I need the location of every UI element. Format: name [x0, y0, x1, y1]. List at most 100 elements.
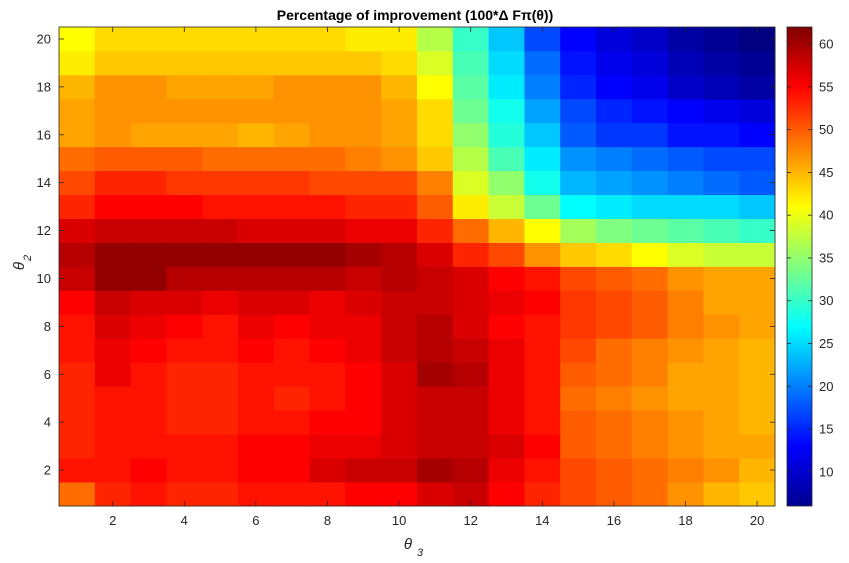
heatmap-cell [739, 410, 776, 435]
heatmap-cell [130, 458, 167, 483]
heatmap-cell [596, 74, 633, 100]
heatmap-cell [130, 290, 167, 315]
colorbar-tick-label: 55 [819, 79, 833, 94]
heatmap-cell [273, 362, 310, 387]
heatmap-cell [345, 74, 382, 100]
heatmap-cell [94, 458, 131, 483]
heatmap-cell [130, 98, 167, 124]
heatmap-cell [166, 362, 203, 387]
heatmap-cell [739, 458, 776, 483]
heatmap-cell [381, 458, 418, 483]
heatmap-cell [273, 290, 310, 315]
heatmap-cell [631, 50, 668, 76]
heatmap-cell [202, 482, 239, 507]
heatmap-cell [94, 218, 131, 243]
heatmap-cell [524, 74, 561, 100]
heatmap-cell [560, 218, 597, 243]
heatmap-cell [524, 290, 561, 315]
heatmap-cell [309, 338, 346, 363]
heatmap-cell [703, 410, 740, 435]
heatmap-cell [417, 27, 454, 52]
heatmap-cell [560, 434, 597, 459]
heatmap-cell [596, 290, 633, 315]
heatmap-cell [631, 386, 668, 411]
heatmap-cell [703, 218, 740, 243]
heatmap-cell [739, 122, 776, 148]
heatmap-cell [202, 170, 239, 196]
heatmap-cell [488, 482, 525, 507]
heatmap-cell [94, 410, 131, 435]
heatmap-cell [667, 122, 704, 148]
heatmap-cell [739, 314, 776, 339]
heatmap-cell [59, 458, 96, 483]
heatmap-cell [238, 194, 275, 219]
x-tick-label: 16 [607, 513, 621, 528]
heatmap-cell [166, 434, 203, 459]
x-tick-label: 4 [181, 513, 188, 528]
heatmap-cell [524, 146, 561, 172]
heatmap-cell [452, 98, 489, 124]
heatmap-cell [59, 218, 96, 243]
heatmap-cell [309, 122, 346, 148]
heatmap-cell [596, 458, 633, 483]
x-tick-label: 12 [463, 513, 477, 528]
heatmap-cell [309, 266, 346, 291]
heatmap-cell [667, 146, 704, 172]
heatmap-cell [130, 314, 167, 339]
heatmap-cell [166, 386, 203, 411]
heatmap-cell [560, 482, 597, 507]
heatmap-cell [560, 74, 597, 100]
heatmap-cell [345, 482, 382, 507]
y-tick-label: 18 [37, 79, 51, 94]
heatmap-cell [417, 146, 454, 172]
heatmap-cell [596, 50, 633, 76]
heatmap-cell [59, 27, 96, 52]
heatmap-cell [452, 218, 489, 243]
heatmap-cell [488, 50, 525, 76]
heatmap-cell [166, 146, 203, 172]
heatmap-cell [560, 242, 597, 267]
heatmap-cell [381, 242, 418, 267]
heatmap-cell [524, 170, 561, 196]
heatmap-cell [596, 170, 633, 196]
heatmap-cell [59, 122, 96, 148]
heatmap-cell [488, 146, 525, 172]
heatmap-cell [417, 122, 454, 148]
heatmap-cell [739, 362, 776, 387]
heatmap-cell [524, 122, 561, 148]
heatmap-cell [524, 242, 561, 267]
heatmap-cell [703, 482, 740, 507]
heatmap-cell [166, 122, 203, 148]
heatmap-cell [345, 314, 382, 339]
heatmap-cell [631, 314, 668, 339]
heatmap-cell [381, 218, 418, 243]
heatmap-cell [596, 314, 633, 339]
heatmap-cell [631, 170, 668, 196]
heatmap-cell [417, 266, 454, 291]
heatmap-cell [452, 170, 489, 196]
heatmap-cell [524, 194, 561, 219]
heatmap-cell [94, 290, 131, 315]
heatmap-cell [739, 194, 776, 219]
heatmap-cell [631, 410, 668, 435]
heatmap-cell [631, 482, 668, 507]
heatmap-cell [524, 218, 561, 243]
heatmap-cell [452, 194, 489, 219]
heatmap-cell [309, 74, 346, 100]
heatmap-cell [524, 386, 561, 411]
heatmap-cell [59, 146, 96, 172]
heatmap-cell [130, 122, 167, 148]
heatmap-cell [130, 386, 167, 411]
heatmap-cell [166, 338, 203, 363]
heatmap-cell [452, 146, 489, 172]
heatmap-cell [524, 458, 561, 483]
heatmap-cell [202, 122, 239, 148]
heatmap-cell [238, 290, 275, 315]
heatmap-cell [596, 194, 633, 219]
heatmap-cell [524, 50, 561, 76]
heatmap-cell [202, 290, 239, 315]
heatmap-cell [524, 314, 561, 339]
heatmap-cell [202, 458, 239, 483]
heatmap-cell [417, 74, 454, 100]
heatmap-cell [309, 458, 346, 483]
